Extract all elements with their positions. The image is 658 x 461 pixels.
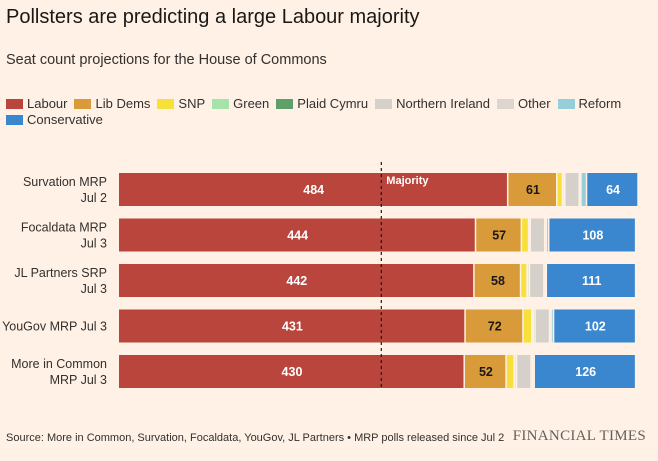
legend-swatch-snp: [157, 99, 175, 109]
bar-row-4: More in Common MRP Jul 3 430 52 126: [11, 355, 635, 388]
bar-segment-labour: [119, 173, 507, 206]
bar-segment-labour: [119, 264, 474, 297]
bar-segment-conservative: [554, 309, 635, 343]
data-label-conservative: 64: [606, 183, 620, 197]
bar-row-2: JL Partners SRP Jul 3 442 58 111: [14, 264, 635, 297]
data-label-lib-dems: 58: [491, 274, 505, 288]
legend-swatch-other: [497, 99, 515, 109]
category-label-line: Jul 3: [81, 237, 107, 251]
bar-segment-reform: [551, 309, 553, 343]
legend-label-other: Other: [518, 96, 551, 111]
bar-segment-lib-dems: [476, 218, 521, 252]
stacked-bar-chart: Survation MRP Jul 2 484 61 64 Focaldata MRP Ju…: [2, 162, 638, 388]
data-label-lib-dems: 52: [479, 365, 493, 379]
legend-item-labour: Labour: [6, 96, 67, 112]
bar-segment-conservative: [534, 355, 635, 388]
bar-segment-labour: [119, 355, 464, 388]
bar-segment-northern-ireland: [530, 264, 544, 297]
data-label-conservative: 102: [585, 320, 606, 334]
bar-row-3: YouGov MRP Jul 3 431 72 102: [2, 309, 635, 343]
legend-label-reform: Reform: [578, 96, 622, 111]
chart-title: Pollsters are predicting a large Labour …: [6, 6, 420, 28]
bar-segment-northern-ireland: [565, 173, 579, 206]
majority-label: Majority: [386, 175, 429, 187]
bar-row-0: Survation MRP Jul 2 484 61 64: [23, 173, 638, 206]
legend-item-snp: SNP: [157, 96, 205, 112]
data-label-lib-dems: 57: [492, 229, 506, 243]
bar-segment-snp: [522, 218, 528, 252]
legend-label-lib-dems: Lib Dems: [95, 96, 151, 111]
legend-item-green: Green: [212, 96, 269, 112]
legend-swatch-lib-dems: [74, 99, 92, 109]
bar-segment-labour: [119, 309, 465, 343]
category-label-line: More in Common: [11, 357, 107, 371]
bar-segment-conservative: [587, 173, 638, 206]
legend-item-reform: Reform: [557, 96, 622, 112]
category-label-line: Focaldata MRP: [21, 221, 107, 235]
legend-label-green: Green: [233, 96, 270, 111]
bar-segment-lib-dems: [465, 309, 523, 343]
bar-segment-reform: [581, 173, 586, 206]
data-label-labour: 430: [282, 365, 303, 379]
category-label-line: JL Partners SRP: [14, 266, 107, 280]
category-label-line: MRP Jul 3: [50, 373, 107, 387]
legend-label-conservative: Conservative: [27, 112, 103, 127]
data-label-labour: 442: [286, 274, 307, 288]
data-label-lib-dems: 61: [526, 183, 540, 197]
legend-swatch-labour: [6, 99, 23, 109]
bar-segment-lib-dems: [474, 264, 520, 297]
legend-item-plaid-cymru: Plaid Cymru: [276, 96, 368, 112]
legend-item-conservative: Conservative: [6, 112, 103, 128]
data-label-conservative: 108: [582, 229, 603, 243]
legend-label-snp: SNP: [178, 96, 206, 111]
category-label-line: YouGov MRP Jul 3: [2, 320, 107, 334]
bar-segment-snp: [506, 355, 514, 388]
legend-label-labour: Labour: [27, 96, 68, 111]
legend-swatch-plaid-cymru: [276, 99, 294, 109]
category-label-line: Jul 3: [81, 282, 107, 296]
bar-segment-conservative: [549, 218, 635, 252]
bar-segment-snp: [523, 309, 532, 343]
chart-legend: Labour Lib Dems SNP Green Plaid Cymru Norther…: [6, 96, 646, 128]
brand-logo: FINANCIAL TIMES: [512, 428, 646, 444]
bar-segment-lib-dems: [464, 355, 506, 388]
legend-swatch-conservative: [6, 115, 23, 125]
legend-label-northern-ireland: Northern Ireland: [396, 96, 491, 111]
data-label-labour: 444: [287, 229, 308, 243]
legend-item-lib-dems: Lib Dems: [74, 96, 150, 112]
category-label: YouGov MRP Jul 3: [2, 320, 107, 334]
legend-label-plaid-cymru: Plaid Cymru: [297, 96, 369, 111]
chart-subtitle: Seat count projections for the House of …: [6, 52, 327, 68]
category-label: Focaldata MRP Jul 3: [21, 221, 107, 251]
bar-segment-snp: [521, 264, 527, 297]
bar-row-1: Focaldata MRP Jul 3 444 57 108: [21, 218, 635, 252]
legend-item-northern-ireland: Northern Ireland: [375, 96, 490, 112]
category-label: More in Common MRP Jul 3: [11, 357, 107, 387]
legend-swatch-northern-ireland: [375, 99, 393, 109]
legend-swatch-reform: [557, 99, 575, 109]
bar-segment-northern-ireland: [530, 218, 544, 252]
category-label-line: Jul 2: [81, 191, 107, 205]
data-label-labour: 484: [303, 183, 324, 197]
data-label-conservative: 126: [575, 365, 596, 379]
bar-segment-conservative: [547, 264, 635, 297]
legend-item-other: Other: [497, 96, 551, 112]
bar-segment-reform: [547, 218, 548, 252]
source-note: Source: More in Common, Survation, Focal…: [6, 432, 505, 444]
bar-segment-northern-ireland: [535, 309, 549, 343]
data-label-labour: 431: [282, 320, 303, 334]
bar-segment-lib-dems: [508, 173, 557, 206]
data-label-conservative: 111: [582, 274, 602, 288]
category-label-line: Survation MRP: [23, 175, 107, 189]
legend-swatch-green: [212, 99, 230, 109]
bar-segment-labour: [119, 218, 475, 252]
bar-segment-northern-ireland: [517, 355, 531, 388]
data-label-lib-dems: 72: [488, 320, 502, 334]
bar-segment-snp: [557, 173, 562, 206]
category-label: Survation MRP Jul 2: [23, 175, 107, 205]
category-label: JL Partners SRP Jul 3: [14, 266, 107, 296]
